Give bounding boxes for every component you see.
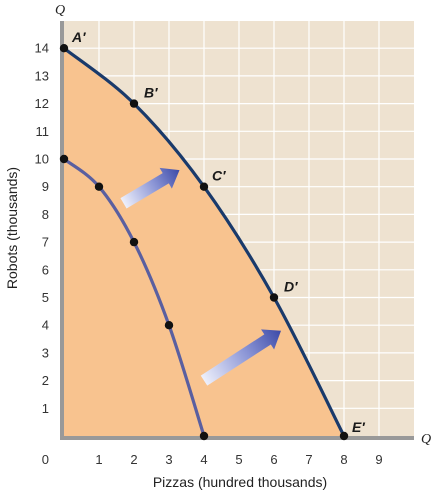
shift-arrows <box>120 167 281 386</box>
y-tick-label: 4 <box>42 318 49 333</box>
y-tick-label: 11 <box>36 124 50 139</box>
y-tick-label: 2 <box>42 373 49 388</box>
y-tick-label: 14 <box>35 41 49 56</box>
data-point <box>164 321 174 330</box>
y-tick-label: 5 <box>42 290 49 305</box>
x-tick-label: 7 <box>305 452 312 467</box>
y-tick-label: 6 <box>42 262 49 277</box>
x-tick-label: 3 <box>165 452 172 467</box>
x-tick-label: 5 <box>235 452 242 467</box>
data-point <box>269 293 279 302</box>
y-tick-label: 7 <box>42 235 49 250</box>
shift-arrow-shape <box>120 167 180 209</box>
y-tick-label: 13 <box>35 68 49 83</box>
x-tick-label: 6 <box>270 452 277 467</box>
x-tick-label: 9 <box>375 452 382 467</box>
outer-frontier-line <box>62 46 346 438</box>
x-tick-label: 4 <box>200 452 207 467</box>
y-tick-label: 8 <box>42 207 49 222</box>
y-axis <box>60 21 64 440</box>
data-points <box>59 44 349 441</box>
point-label: A′ <box>71 29 86 45</box>
point-label: E′ <box>352 419 365 435</box>
shift-arrow <box>120 167 180 209</box>
point-label: D′ <box>284 279 298 295</box>
y-tick-label: 12 <box>35 96 49 111</box>
y-axis-title: Robots (thousands) <box>4 167 20 289</box>
point-label: C′ <box>212 168 226 184</box>
shift-arrow <box>200 329 281 386</box>
x-tick-label: 1 <box>95 452 102 467</box>
x-axis <box>60 436 414 440</box>
y-tick-label: 3 <box>42 345 49 360</box>
y-tick-label: 9 <box>42 179 49 194</box>
inner-frontier-line <box>62 157 206 438</box>
labels: A′ B′ C′ D′ E′ Pizzas (hundred thousands) Robo… <box>4 3 431 490</box>
data-point <box>59 44 69 53</box>
data-point <box>129 99 139 108</box>
x-tick-label: 8 <box>340 452 347 467</box>
point-label: B′ <box>144 85 158 101</box>
data-point <box>339 431 349 441</box>
data-point <box>129 237 139 247</box>
data-point <box>199 182 209 191</box>
series-lines <box>62 46 346 438</box>
y-axis-q-label: Q <box>55 3 65 18</box>
origin-label: 0 <box>42 452 49 467</box>
x-axis-title: Pizzas (hundred thousands) <box>153 474 327 490</box>
y-tick-label: 1 <box>42 401 49 416</box>
x-tick-label: 2 <box>130 452 137 467</box>
axes <box>60 21 414 440</box>
shift-arrow-shape <box>200 329 281 386</box>
data-point <box>94 182 104 191</box>
y-tick-label: 10 <box>35 152 49 167</box>
data-point <box>59 154 69 164</box>
data-point <box>199 431 209 441</box>
x-axis-q-label: Q <box>421 432 431 447</box>
